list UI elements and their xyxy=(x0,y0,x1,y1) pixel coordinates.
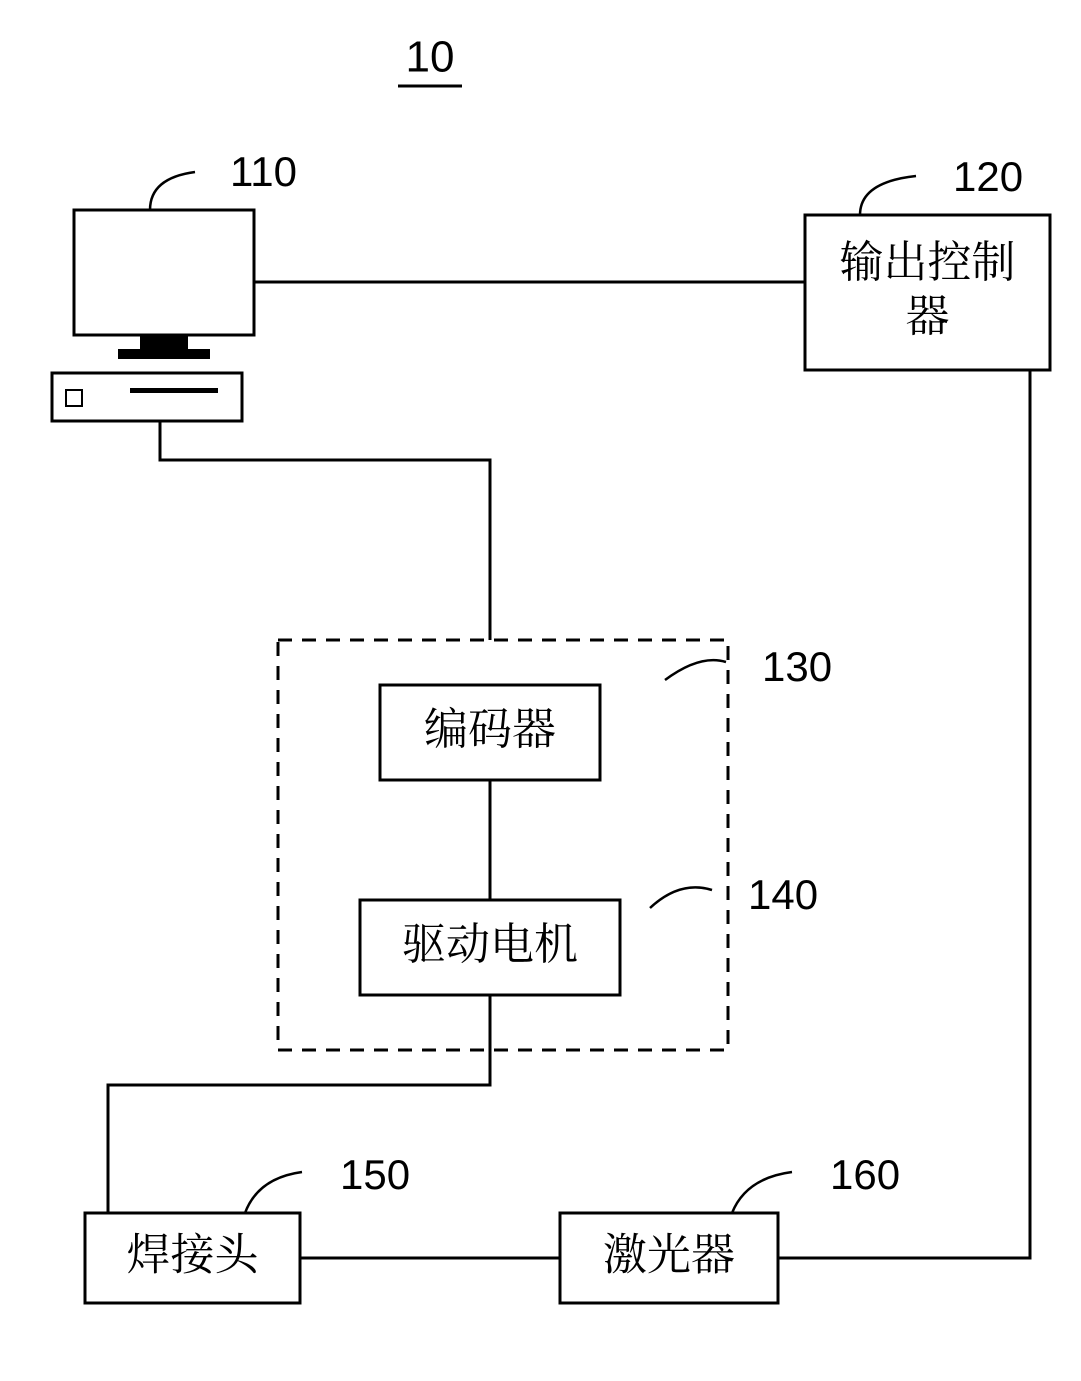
computer-monitor xyxy=(74,210,254,335)
ref-130: 130 xyxy=(762,643,832,690)
svg-text:编码器: 编码器 xyxy=(424,693,556,757)
svg-text:器: 器 xyxy=(906,280,950,344)
ref-110: 110 xyxy=(230,148,297,195)
svg-text:10: 10 xyxy=(406,33,455,82)
svg-text:驱动电机: 驱动电机 xyxy=(402,908,578,972)
ref-160: 160 xyxy=(830,1151,900,1198)
svg-text:激光器: 激光器 xyxy=(603,1218,735,1282)
svg-text:焊接头: 焊接头 xyxy=(127,1218,260,1282)
ref-150: 150 xyxy=(340,1151,410,1198)
ref-120: 120 xyxy=(953,153,1023,200)
ref-140: 140 xyxy=(748,871,818,918)
